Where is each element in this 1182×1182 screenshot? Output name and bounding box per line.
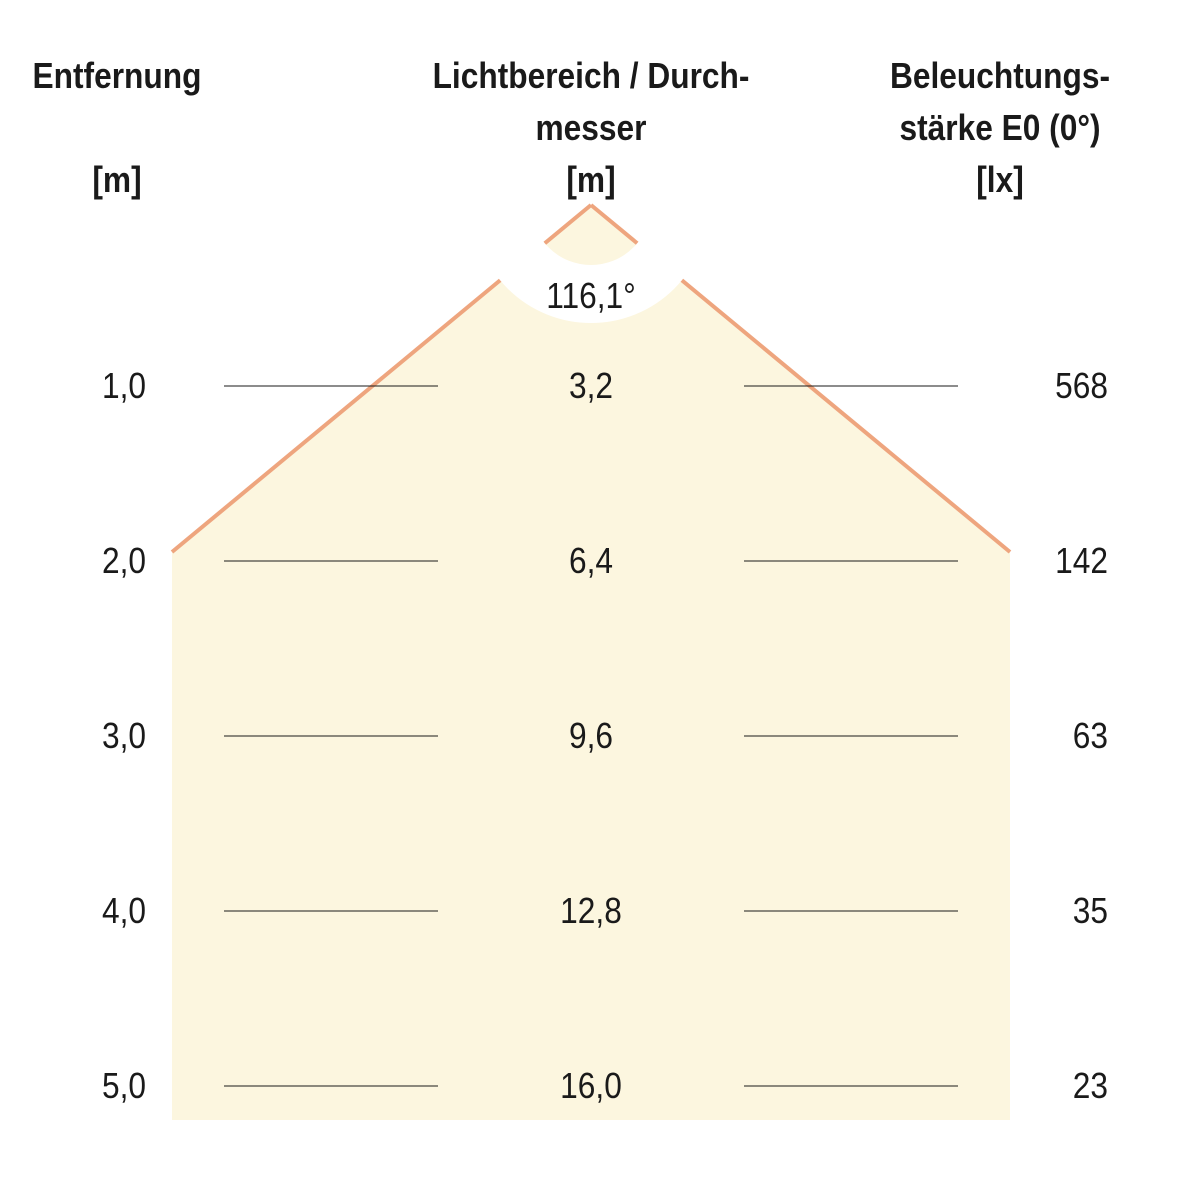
diameter-value: 9,6 bbox=[568, 715, 614, 756]
distance-value: 3,0 bbox=[101, 715, 146, 756]
distance-value: 2,0 bbox=[101, 540, 146, 581]
illuminance-value: 568 bbox=[1055, 365, 1108, 406]
illuminance-header: Beleuchtungs- stärke E0 (0°) [lx] bbox=[890, 50, 1110, 206]
diameter-title-1: Lichtbereich / Durch- bbox=[432, 55, 750, 96]
illuminance-value: 63 bbox=[1072, 715, 1108, 756]
beam-angle-label: 116,1° bbox=[546, 275, 636, 316]
distance-title: Entfernung bbox=[32, 55, 202, 96]
diameter-value: 3,2 bbox=[568, 365, 614, 406]
diameter-unit: [m] bbox=[566, 159, 616, 200]
diameter-value: 16,0 bbox=[560, 1065, 622, 1106]
illuminance-value: 23 bbox=[1072, 1065, 1108, 1106]
diameter-value: 12,8 bbox=[560, 890, 622, 931]
distance-value: 1,0 bbox=[101, 365, 146, 406]
diameter-value: 6,4 bbox=[568, 540, 614, 581]
distance-header: Entfernung [m] bbox=[33, 50, 202, 206]
illuminance-value: 142 bbox=[1055, 540, 1108, 581]
illuminance-title-2: stärke E0 (0°) bbox=[899, 107, 1101, 148]
illuminance-unit: [lx] bbox=[976, 159, 1024, 200]
diameter-title-2: messer bbox=[535, 107, 647, 148]
angle-arc-band bbox=[473, 87, 709, 323]
beam-cone-fill bbox=[172, 205, 1010, 1120]
illuminance-value: 35 bbox=[1072, 890, 1108, 931]
distance-value: 4,0 bbox=[101, 890, 146, 931]
diameter-header: Lichtbereich / Durch- messer [m] bbox=[433, 50, 750, 206]
distance-value: 5,0 bbox=[101, 1065, 146, 1106]
distance-unit: [m] bbox=[92, 159, 142, 200]
illuminance-title-1: Beleuchtungs- bbox=[889, 55, 1111, 96]
